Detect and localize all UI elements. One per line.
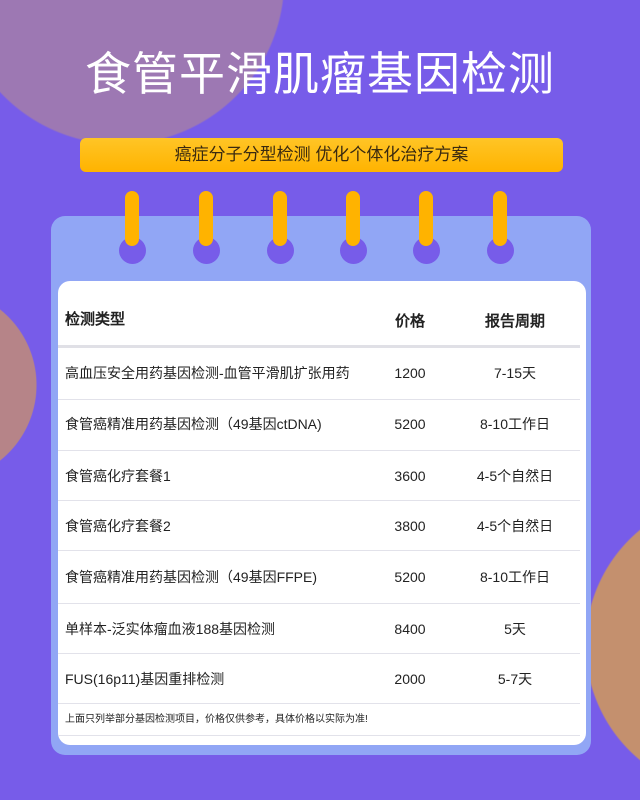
cell-period: 5-7天 <box>497 670 533 687</box>
header-type: 检测类型 <box>65 311 126 328</box>
binder-ring <box>493 191 507 246</box>
cell-price: 1200 <box>394 365 426 381</box>
binder-ring <box>419 191 433 246</box>
cell-type: 高血压安全用药基因检测-血管平滑肌扩张用药 <box>65 365 350 381</box>
header-price: 价格 <box>394 312 425 330</box>
cell-type: 食管癌化疗套餐1 <box>65 467 171 484</box>
cell-type: 食管癌化疗套餐2 <box>65 517 171 534</box>
calendar-card: 检测类型 价格 报告周期 高血压安全用药基因检测-血管平滑肌扩张用药 1200 7-… <box>51 216 591 755</box>
table-header: 检测类型 价格 报告周期 <box>58 295 580 348</box>
table-row: 食管癌精准用药基因检测（49基因FFPE) 5200 8-10工作日 <box>58 551 580 604</box>
cell-price: 5200 <box>394 416 426 432</box>
subtitle-banner: 癌症分子分型检测 优化个体化治疗方案 <box>80 138 563 172</box>
table-note: 上面只列举部分基因检测项目，价格仅供参考，具体价格以实际为准! <box>58 704 580 736</box>
note-text: 上面只列举部分基因检测项目，价格仅供参考，具体价格以实际为准! <box>65 713 368 725</box>
cell-type: 单样本-泛实体瘤血液188基因检测 <box>65 620 276 637</box>
price-table: 检测类型 价格 报告周期 高血压安全用药基因检测-血管平滑肌扩张用药 1200 7-… <box>58 281 586 745</box>
cell-type: 食管癌精准用药基因检测（49基因FFPE) <box>65 569 318 585</box>
table-row: 单样本-泛实体瘤血液188基因检测 8400 5天 <box>58 604 580 654</box>
cell-price: 2000 <box>394 670 426 687</box>
cell-price: 3600 <box>394 467 426 484</box>
cell-price: 8400 <box>394 620 426 637</box>
page-title: 食管平滑肌瘤基因检测 <box>85 48 555 100</box>
cell-period: 8-10工作日 <box>479 416 551 432</box>
binder-ring <box>346 191 360 246</box>
table-row: 食管癌精准用药基因检测（49基因ctDNA) 5200 8-10工作日 <box>58 398 580 451</box>
binder-ring <box>199 191 213 246</box>
cell-price: 5200 <box>394 569 426 585</box>
cell-period: 8-10工作日 <box>479 569 551 585</box>
binder-ring <box>125 191 139 246</box>
table-row: 高血压安全用药基因检测-血管平滑肌扩张用药 1200 7-15天 <box>58 347 580 400</box>
table-row: FUS(16p11)基因重排检测 2000 5-7天 <box>58 654 580 704</box>
table-row: 食管癌化疗套餐2 3800 4-5个自然日 <box>58 501 580 551</box>
cell-period: 7-15天 <box>493 365 537 381</box>
cell-type: FUS(16p11)基因重排检测 <box>65 670 225 687</box>
cell-price: 3800 <box>394 517 426 534</box>
cell-period: 4-5个自然日 <box>476 517 554 534</box>
table-row: 食管癌化疗套餐1 3600 4-5个自然日 <box>58 451 580 501</box>
binder-ring <box>273 191 287 246</box>
header-period: 报告周期 <box>484 312 545 330</box>
cell-period: 5天 <box>504 620 526 637</box>
cell-type: 食管癌精准用药基因检测（49基因ctDNA) <box>65 416 322 432</box>
cell-period: 4-5个自然日 <box>476 467 554 484</box>
